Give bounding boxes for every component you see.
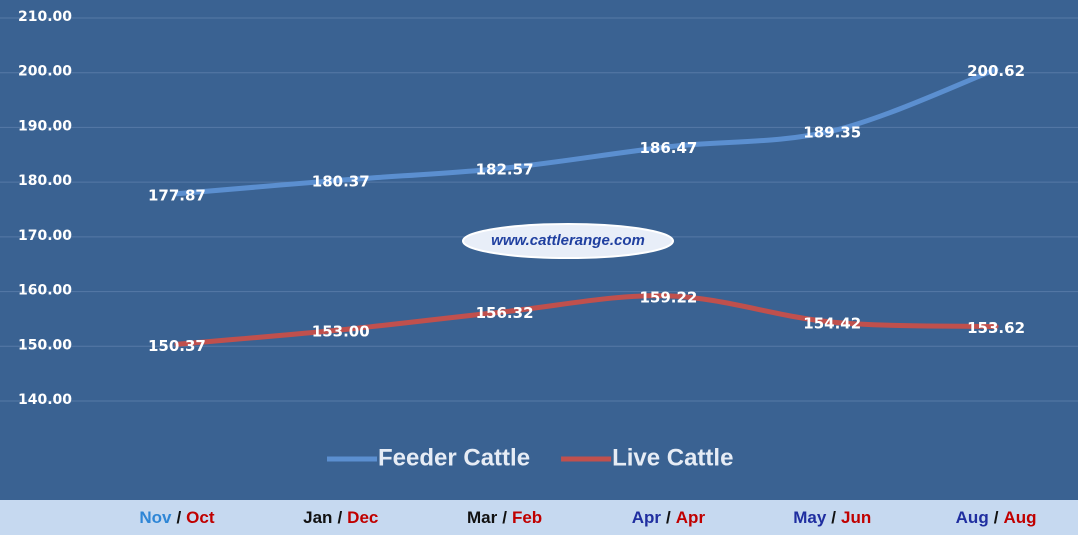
x-tick-part: Jun <box>841 508 871 527</box>
x-tick-label: Apr / Apr <box>632 508 706 527</box>
y-tick-label: 190.00 <box>18 118 72 134</box>
x-tick-label: May / Jun <box>793 508 871 527</box>
category-band <box>0 500 1078 535</box>
watermark: www.cattlerange.com <box>491 232 645 249</box>
data-label: 153.62 <box>967 319 1025 337</box>
x-tick-part: Aug <box>1003 508 1036 527</box>
series-line <box>174 293 999 347</box>
x-tick-part: May <box>793 508 827 527</box>
watermark-oval <box>462 223 674 259</box>
y-tick-label: 200.00 <box>18 64 72 80</box>
data-label: 154.42 <box>803 315 861 333</box>
data-label: 182.57 <box>476 161 534 179</box>
x-tick-part: / <box>994 508 999 527</box>
x-tick-part: Nov <box>139 508 172 527</box>
data-label: 186.47 <box>639 139 697 157</box>
legend-label: Live Cattle <box>612 444 733 471</box>
legend-label: Feeder Cattle <box>378 444 530 471</box>
x-tick-part: Apr <box>632 508 662 527</box>
x-tick-part: Apr <box>676 508 706 527</box>
x-tick-part: Jan <box>303 508 332 527</box>
data-label: 189.35 <box>803 123 861 141</box>
x-tick-label: Aug / Aug <box>956 508 1037 527</box>
x-tick-part: / <box>831 508 836 527</box>
x-tick-part: / <box>176 508 181 527</box>
data-label: 177.87 <box>148 186 206 204</box>
x-tick-part: Dec <box>347 508 378 527</box>
data-label: 156.32 <box>476 304 534 322</box>
data-label: 153.00 <box>312 322 370 340</box>
series-line <box>174 66 999 197</box>
x-tick-label: Mar / Feb <box>467 508 542 527</box>
data-label: 200.62 <box>967 62 1025 80</box>
data-label: 150.37 <box>148 337 206 355</box>
y-tick-label: 150.00 <box>18 337 72 353</box>
y-tick-label: 170.00 <box>18 228 72 244</box>
x-tick-part: Aug <box>956 508 989 527</box>
x-tick-part: Oct <box>186 508 215 527</box>
data-label: 159.22 <box>639 288 697 306</box>
x-tick-label: Jan / Dec <box>303 508 378 527</box>
y-tick-label: 210.00 <box>18 9 72 25</box>
x-tick-part: Feb <box>512 508 542 527</box>
y-tick-label: 140.00 <box>18 392 72 408</box>
data-label: 180.37 <box>312 173 370 191</box>
x-tick-label: Nov / Oct <box>139 508 215 527</box>
x-tick-part: / <box>337 508 342 527</box>
y-tick-label: 180.00 <box>18 173 72 189</box>
x-tick-part: / <box>666 508 671 527</box>
y-tick-label: 160.00 <box>18 283 72 299</box>
x-tick-part: Mar <box>467 508 498 527</box>
x-tick-part: / <box>502 508 507 527</box>
